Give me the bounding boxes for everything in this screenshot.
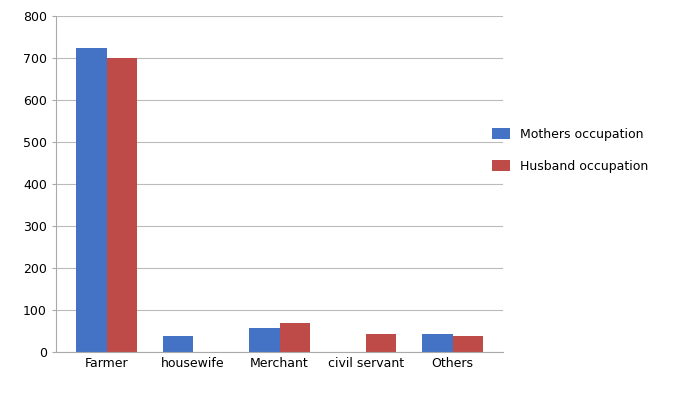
Bar [280,324,310,352]
Bar [366,334,396,352]
Bar [453,336,483,352]
Bar [422,334,453,352]
Bar [163,336,193,352]
Bar [76,48,106,352]
Bar [106,58,137,352]
Legend: Mothers occupation, Husband occupation: Mothers occupation, Husband occupation [487,123,654,178]
Bar [250,328,280,352]
